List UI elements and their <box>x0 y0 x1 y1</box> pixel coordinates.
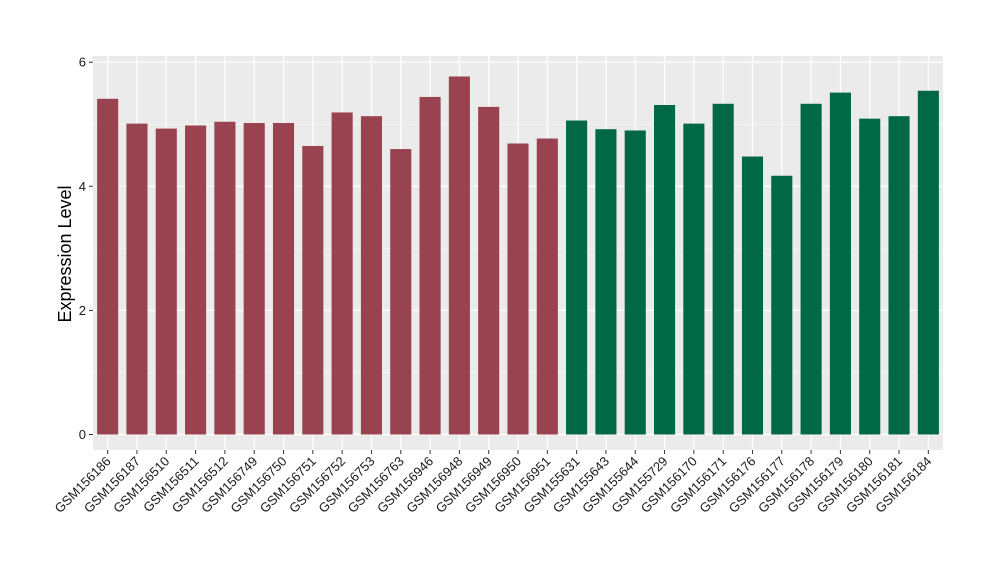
bar-GSM156512 <box>214 121 236 435</box>
y-tick-label: 2 <box>79 303 86 318</box>
bar-GSM156948 <box>448 76 470 435</box>
bars <box>97 76 939 435</box>
bar-GSM156170 <box>683 123 705 435</box>
bar-GSM156749 <box>243 123 265 435</box>
bar-GSM156171 <box>712 103 734 435</box>
bar-GSM156951 <box>536 138 558 435</box>
bar-GSM156950 <box>507 143 529 435</box>
bar-GSM156946 <box>419 96 441 435</box>
bar-GSM156179 <box>829 92 851 435</box>
bar-GSM156750 <box>272 123 295 435</box>
bar-GSM156177 <box>771 175 793 435</box>
bar-GSM155644 <box>624 130 646 435</box>
bar-GSM156751 <box>302 145 324 435</box>
bar-GSM156186 <box>97 98 119 435</box>
bar-GSM156181 <box>888 116 910 435</box>
y-tick-label: 6 <box>79 55 86 70</box>
bar-GSM156176 <box>741 156 764 435</box>
y-axis: 0 2 4 6 <box>79 55 93 442</box>
y-tick-label: 0 <box>79 427 86 442</box>
bar-GSM155631 <box>566 120 588 435</box>
bar-GSM156184 <box>917 90 939 435</box>
bar-GSM156178 <box>800 103 822 435</box>
bar-GSM155643 <box>595 129 617 435</box>
bar-GSM155729 <box>654 105 676 435</box>
bar-GSM156187 <box>126 123 148 435</box>
bar-GSM156510 <box>155 128 177 435</box>
bar-GSM156752 <box>331 112 353 435</box>
bar-GSM156753 <box>360 116 382 435</box>
y-axis-label: Expression Level <box>55 185 75 322</box>
bar-GSM156949 <box>478 106 500 435</box>
bar-GSM156511 <box>185 125 207 435</box>
y-tick-label: 4 <box>79 179 86 194</box>
bar-GSM156763 <box>390 149 412 435</box>
x-axis: GSM156186GSM156187GSM156510GSM156511GSM1… <box>52 450 934 516</box>
bar-GSM156180 <box>859 118 881 435</box>
